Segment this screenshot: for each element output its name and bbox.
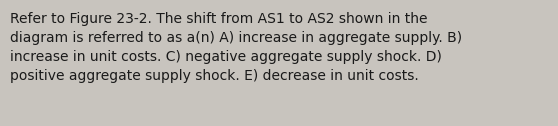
Text: Refer to Figure 23-2. The shift from AS1 to AS2 shown in the
diagram is referred: Refer to Figure 23-2. The shift from AS1… xyxy=(10,12,462,83)
